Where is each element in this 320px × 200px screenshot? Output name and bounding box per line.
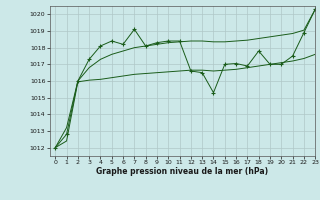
- X-axis label: Graphe pression niveau de la mer (hPa): Graphe pression niveau de la mer (hPa): [96, 167, 268, 176]
